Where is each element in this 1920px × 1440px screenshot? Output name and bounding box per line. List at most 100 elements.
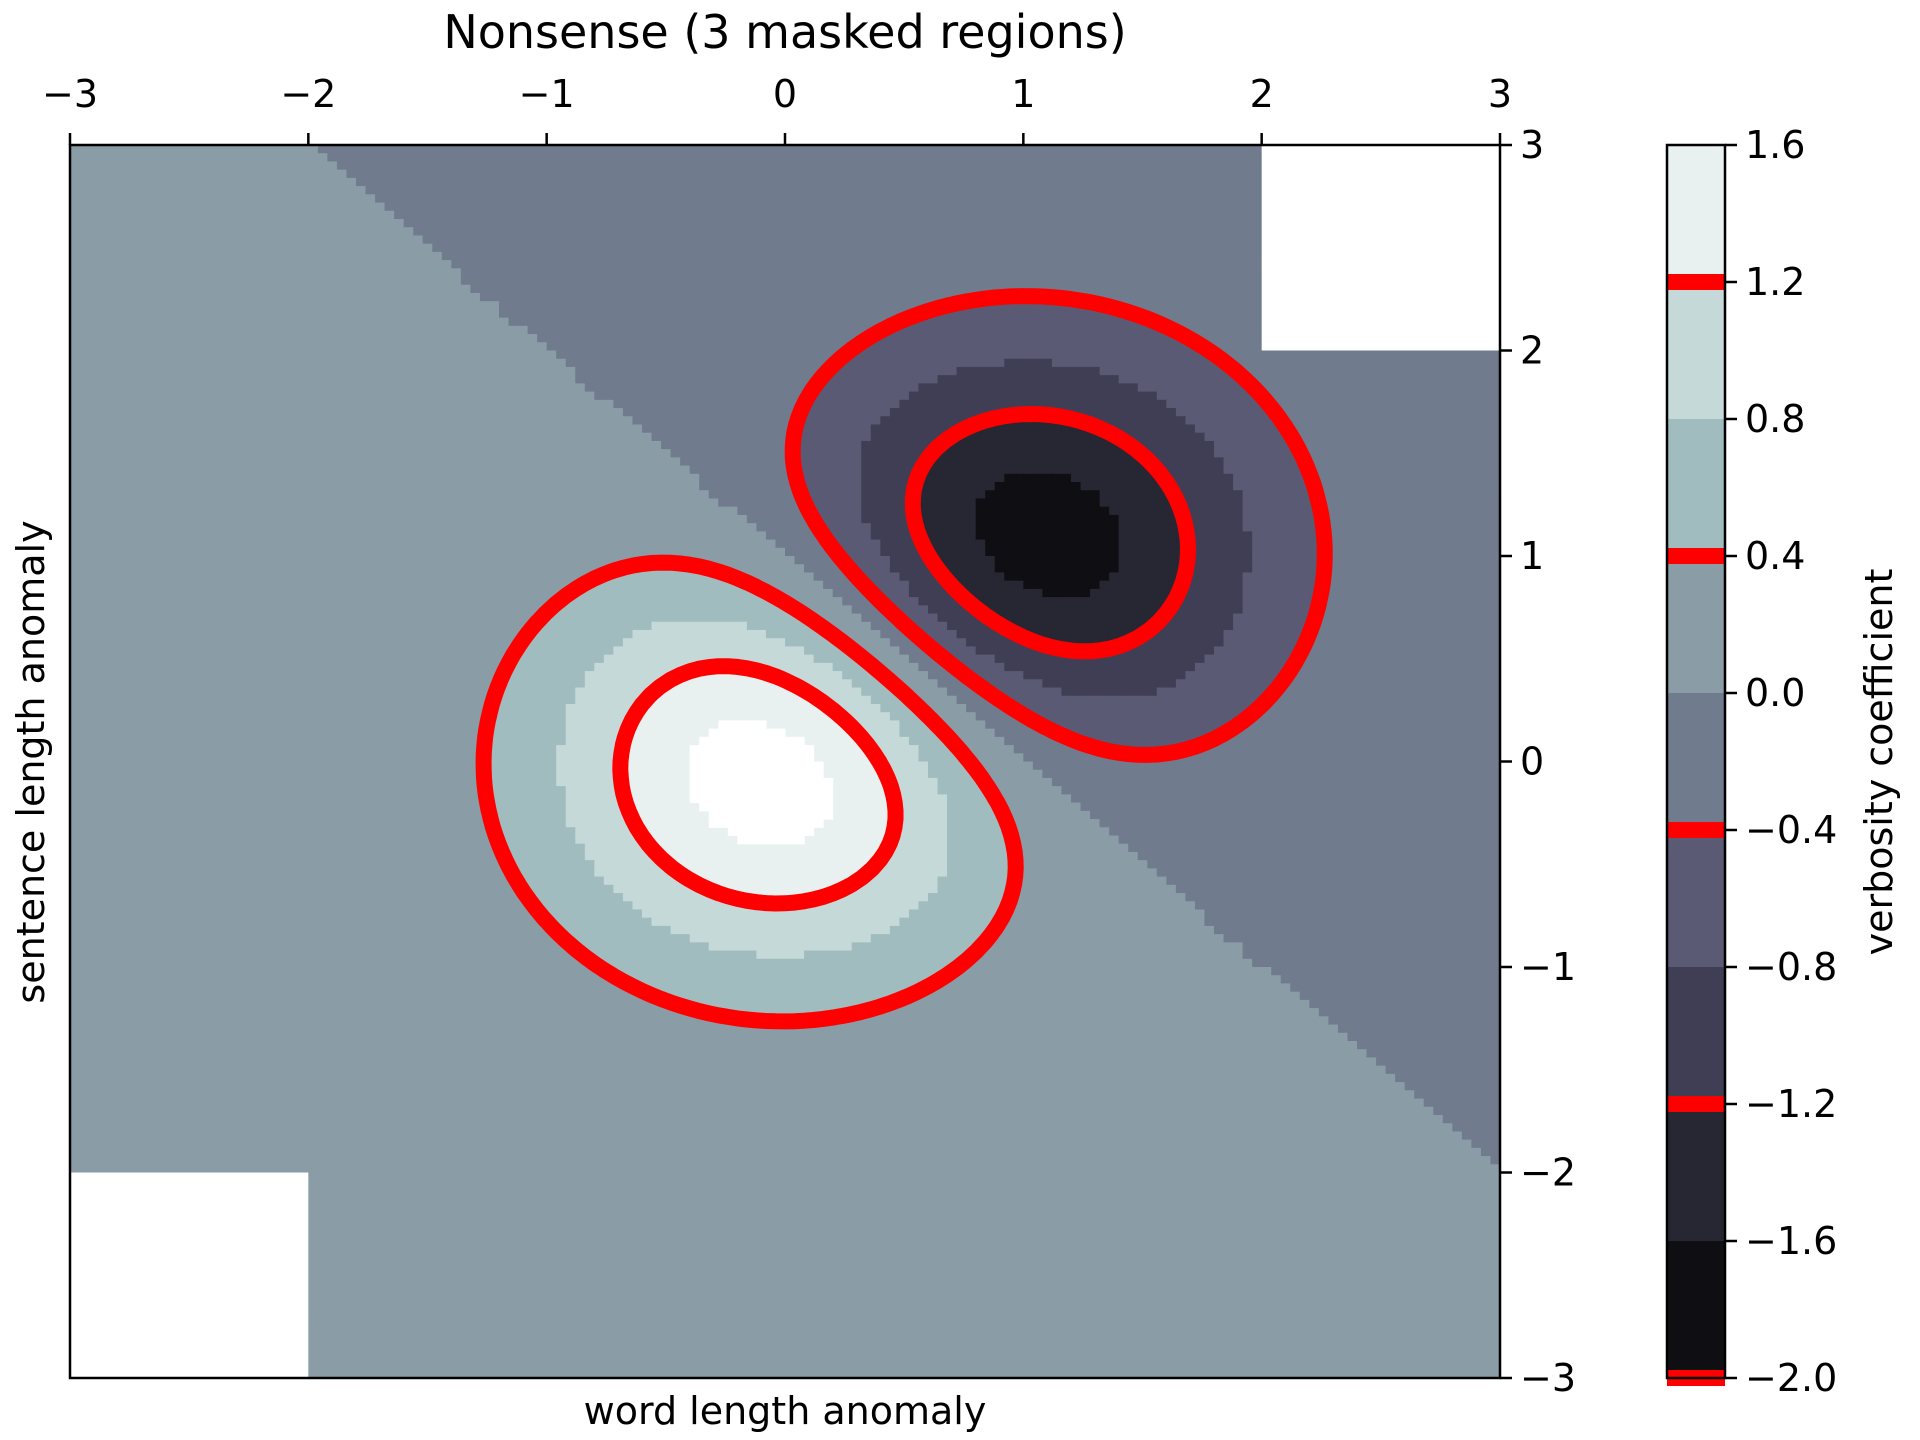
contour-band-cell [775, 169, 786, 179]
contour-band-cell [279, 194, 290, 204]
contour-band-cell [70, 284, 81, 294]
contour-band-cell [460, 161, 471, 171]
contour-band-cell [79, 334, 90, 343]
contour-band-cell [1433, 399, 1444, 409]
contour-band-cell [622, 194, 634, 204]
contour-band-cell [260, 243, 271, 253]
contour-band-cell [1109, 210, 1120, 220]
contour-band-cell [251, 210, 262, 220]
contour-band-cell [232, 399, 243, 409]
contour-band-cell [384, 177, 395, 187]
contour-band-cell [1433, 408, 1444, 417]
contour-band-cell [146, 325, 157, 335]
contour-band-cell [1118, 350, 1129, 360]
contour-band-cell [470, 358, 481, 368]
contour-band-cell [470, 292, 481, 302]
contour-band-cell [880, 383, 891, 393]
contour-band-cell [1376, 350, 1387, 360]
contour-band-cell [432, 260, 443, 269]
contour-band-cell [174, 161, 185, 171]
contour-band-cell [270, 408, 281, 417]
contour-band-cell [1023, 186, 1034, 195]
contour-band-cell [975, 251, 986, 261]
contour-band-cell [365, 218, 376, 228]
contour-band-cell [451, 317, 462, 327]
contour-band-cell [699, 251, 710, 261]
contour-band-cell [556, 268, 567, 278]
contour-band-cell [994, 153, 1005, 163]
contour-band-cell [1080, 145, 1091, 154]
contour-band-cell [1090, 342, 1101, 352]
contour-band-cell [727, 375, 738, 384]
contour-band-cell [317, 309, 328, 319]
contour-band-cell [460, 284, 471, 294]
contour-band-cell [842, 317, 853, 327]
contour-band-cell [1223, 202, 1234, 212]
contour-band-cell [298, 235, 309, 245]
contour-band-cell [260, 366, 271, 376]
contour-band-cell [1013, 251, 1024, 261]
contour-band-cell [203, 309, 214, 319]
contour-band-cell [642, 145, 653, 154]
contour-band-cell [403, 358, 414, 368]
contour-band-cell [632, 260, 643, 269]
contour-band-cell [317, 416, 328, 426]
contour-band-cell [384, 161, 395, 171]
contour-band-cell [193, 260, 205, 269]
contour-band-cell [775, 399, 786, 409]
contour-band-cell [603, 399, 614, 409]
contour-band-cell [880, 309, 891, 319]
contour-band-cell [1337, 366, 1349, 376]
contour-band-cell [1147, 218, 1158, 228]
contour-band-cell [174, 375, 185, 384]
contour-band-cell [136, 416, 147, 426]
contour-band-cell [1204, 177, 1215, 187]
contour-band-cell [842, 366, 853, 376]
contour-band-cell [642, 317, 653, 327]
contour-band-cell [775, 350, 786, 360]
contour-band-cell [937, 358, 948, 368]
contour-band-cell [642, 383, 653, 393]
contour-band-cell [832, 284, 843, 294]
contour-band-cell [622, 408, 634, 417]
contour-band-cell [537, 145, 548, 154]
contour-band-cell [918, 366, 929, 376]
contour-band-cell [861, 169, 872, 179]
contour-band-cell [1233, 301, 1244, 310]
contour-band-cell [727, 218, 738, 228]
contour-band-cell [708, 309, 719, 319]
contour-band-cell [1242, 260, 1253, 269]
contour-band-cell [1471, 383, 1482, 393]
contour-band-cell [70, 366, 81, 376]
contour-band-cell [213, 408, 224, 417]
contour-band-cell [327, 399, 338, 409]
contour-band-cell [336, 268, 348, 278]
contour-band-cell [479, 366, 491, 376]
contour-band-cell [213, 260, 224, 269]
contour-band-cell [1442, 366, 1453, 376]
contour-band-cell [1194, 408, 1206, 417]
contour-band-cell [565, 375, 576, 384]
contour-band-cell [1175, 408, 1186, 417]
contour-band-cell [127, 284, 138, 294]
contour-band-cell [441, 202, 452, 212]
contour-band-cell [1214, 227, 1225, 237]
contour-band-cell [117, 391, 128, 401]
contour-band-cell [308, 268, 319, 278]
contour-band-cell [375, 243, 386, 253]
contour-band-cell [1004, 342, 1015, 352]
contour-band-cell [594, 251, 605, 261]
contour-band-cell [546, 145, 557, 154]
contour-band-cell [1013, 334, 1024, 343]
contour-band-cell [213, 284, 224, 294]
contour-band-cell [537, 358, 548, 368]
contour-band-cell [680, 375, 691, 384]
contour-band-cell [1090, 284, 1101, 294]
contour-band-cell [1156, 169, 1167, 179]
contour-band-cell [213, 350, 224, 360]
contour-band-cell [689, 268, 700, 278]
contour-band-cell [1051, 169, 1063, 179]
contour-band-cell [451, 309, 462, 319]
contour-band-cell [98, 366, 109, 376]
contour-band-cell [880, 153, 891, 163]
